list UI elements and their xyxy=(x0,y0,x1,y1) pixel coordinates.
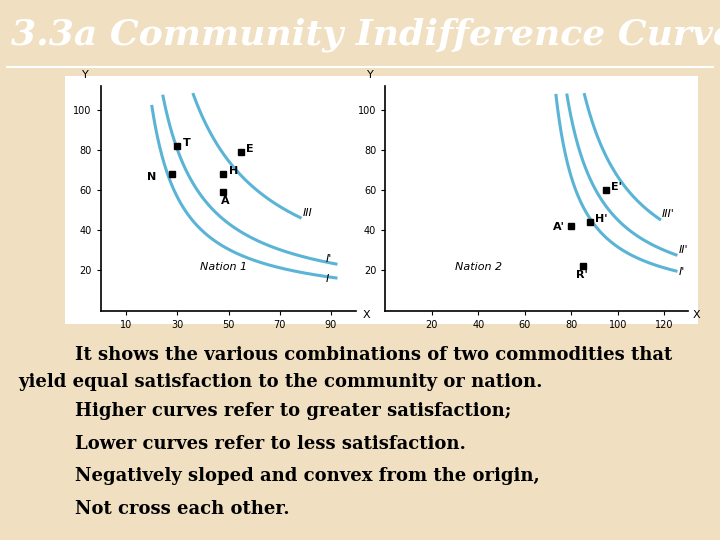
Text: A': A' xyxy=(553,222,564,232)
Text: I': I' xyxy=(325,254,332,264)
Text: N: N xyxy=(147,172,156,183)
Text: E': E' xyxy=(611,183,621,192)
Text: R': R' xyxy=(576,271,588,280)
Text: Lower curves refer to less satisfaction.: Lower curves refer to less satisfaction. xyxy=(50,435,467,453)
Text: E: E xyxy=(246,144,254,154)
Text: 3.3a Community Indifference Curve: 3.3a Community Indifference Curve xyxy=(11,18,720,52)
Text: Nation 2: Nation 2 xyxy=(455,262,502,273)
Text: H': H' xyxy=(595,214,607,225)
Text: Not cross each other.: Not cross each other. xyxy=(50,500,290,517)
Y-axis label: Y: Y xyxy=(366,70,374,80)
Text: yield equal satisfaction to the community or nation.: yield equal satisfaction to the communit… xyxy=(18,373,542,390)
Text: I: I xyxy=(325,274,329,284)
Text: Higher curves refer to greater satisfaction;: Higher curves refer to greater satisfact… xyxy=(50,402,512,420)
Text: II': II' xyxy=(678,245,688,255)
Text: I': I' xyxy=(678,267,685,277)
X-axis label: X: X xyxy=(363,310,370,321)
Text: Negatively sloped and convex from the origin,: Negatively sloped and convex from the or… xyxy=(50,467,540,485)
Text: H: H xyxy=(229,166,238,177)
Text: III': III' xyxy=(662,209,675,219)
X-axis label: X: X xyxy=(693,310,701,321)
Text: A: A xyxy=(221,197,230,206)
Text: III: III xyxy=(302,207,312,218)
Text: Nation 1: Nation 1 xyxy=(200,262,247,273)
Text: It shows the various combinations of two commodities that: It shows the various combinations of two… xyxy=(50,346,672,363)
Text: T: T xyxy=(183,138,190,149)
Y-axis label: Y: Y xyxy=(82,70,89,80)
